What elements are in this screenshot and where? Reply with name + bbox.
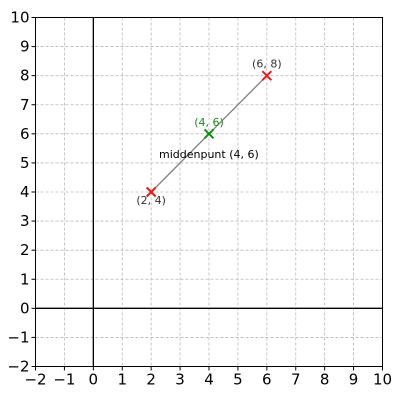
point-0-marker bbox=[145, 186, 157, 198]
x-tick-label: 7 bbox=[291, 371, 301, 389]
y-tick-label: 10 bbox=[10, 9, 29, 27]
x-tick-label: −2 bbox=[24, 371, 46, 389]
y-tick-label: −1 bbox=[7, 328, 29, 346]
y-tick-label: 1 bbox=[20, 270, 30, 288]
point-2-label: (4, 6) bbox=[194, 116, 224, 129]
y-tick-label: 2 bbox=[20, 241, 30, 259]
point-1-label: (6, 8) bbox=[252, 58, 282, 71]
x-tick-label: 9 bbox=[349, 371, 359, 389]
x-tick-label: 10 bbox=[373, 371, 392, 389]
point-1-marker bbox=[261, 70, 273, 81]
ticks bbox=[31, 17, 383, 371]
points: (2, 4) (6, 8) (4, 6) bbox=[136, 58, 281, 207]
y-tick-label: 8 bbox=[20, 67, 30, 85]
x-tick-labels: −2 −1 0 1 2 3 4 5 6 7 8 9 10 bbox=[24, 371, 392, 389]
x-tick-label: 5 bbox=[233, 371, 243, 389]
y-tick-labels: −2 −1 0 1 2 3 4 5 6 7 8 9 10 bbox=[7, 9, 29, 376]
x-tick-label: 1 bbox=[117, 371, 127, 389]
y-tick-label: 0 bbox=[20, 299, 30, 317]
point-2-marker bbox=[203, 128, 215, 140]
point-0-label: (2, 4) bbox=[136, 194, 166, 207]
midpoint-annotation: middenpunt (4, 6) bbox=[159, 148, 259, 161]
y-tick-label: −2 bbox=[7, 358, 29, 376]
x-tick-label: −1 bbox=[53, 371, 75, 389]
x-tick-label: 8 bbox=[320, 371, 330, 389]
x-tick-label: 2 bbox=[146, 371, 156, 389]
y-tick-label: 5 bbox=[20, 154, 30, 172]
x-tick-label: 6 bbox=[262, 371, 272, 389]
y-tick-label: 3 bbox=[20, 212, 30, 230]
y-tick-label: 6 bbox=[20, 125, 30, 143]
y-tick-label: 4 bbox=[20, 183, 30, 201]
x-tick-label: 0 bbox=[89, 371, 99, 389]
y-tick-label: 9 bbox=[20, 38, 30, 56]
grid bbox=[35, 17, 383, 367]
x-tick-label: 4 bbox=[204, 371, 214, 389]
y-tick-label: 7 bbox=[20, 96, 30, 114]
x-tick-label: 3 bbox=[175, 371, 185, 389]
